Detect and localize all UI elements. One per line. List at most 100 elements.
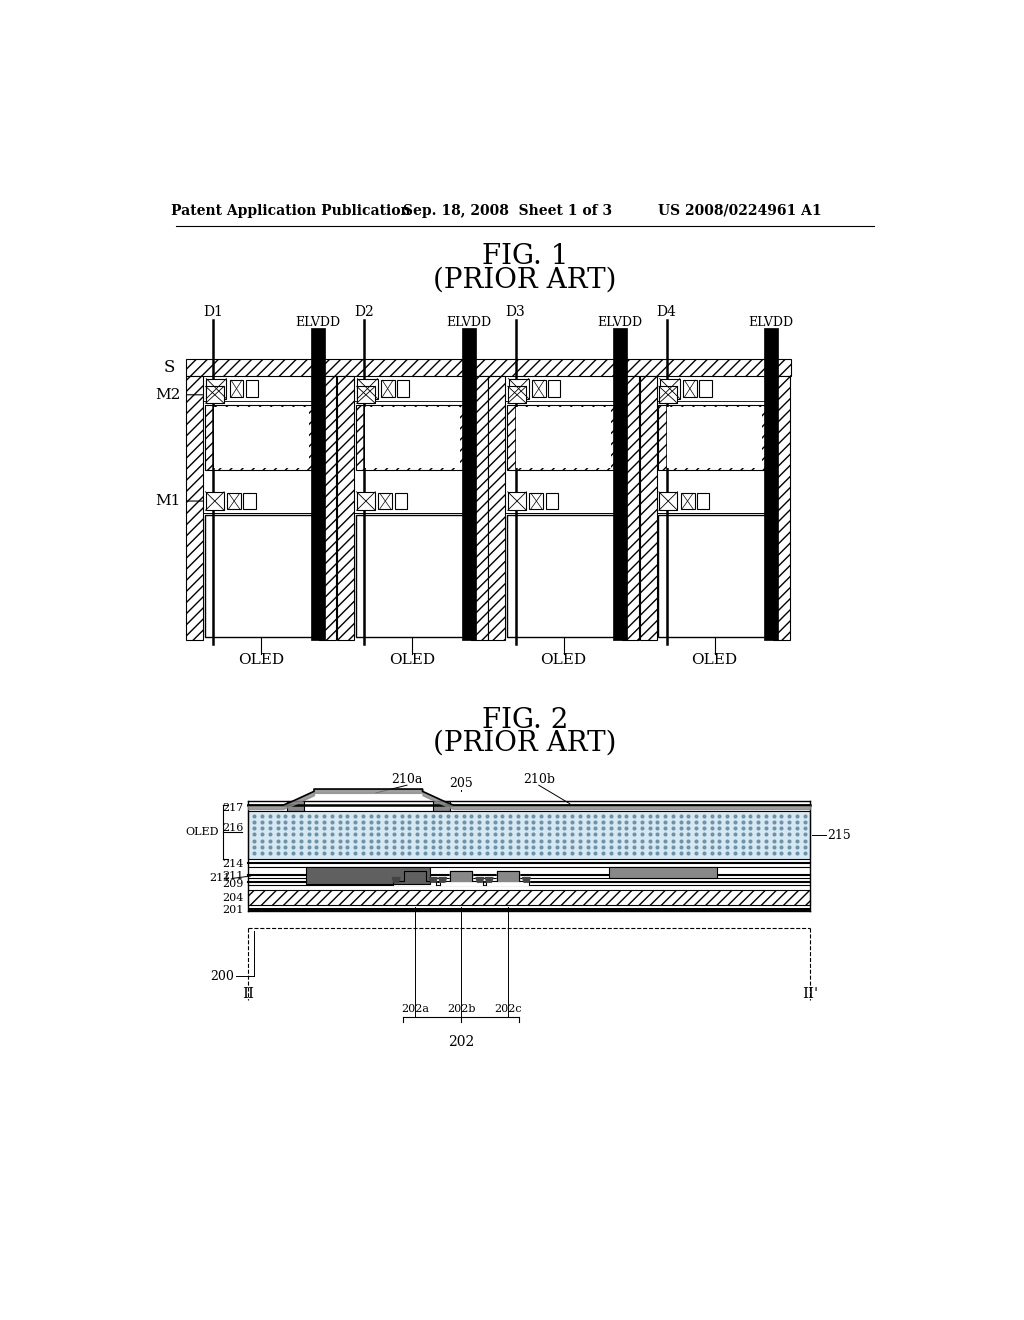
Bar xyxy=(659,379,680,399)
Bar xyxy=(622,376,639,640)
Text: 216: 216 xyxy=(222,822,244,833)
Bar xyxy=(608,867,717,878)
Polygon shape xyxy=(451,871,472,880)
Polygon shape xyxy=(497,871,518,880)
Bar xyxy=(640,376,656,640)
Polygon shape xyxy=(429,878,437,882)
Text: 202: 202 xyxy=(449,1035,474,1049)
Text: Sep. 18, 2008  Sheet 1 of 3: Sep. 18, 2008 Sheet 1 of 3 xyxy=(403,203,612,218)
Bar xyxy=(206,387,224,404)
Bar xyxy=(186,359,791,376)
Text: D3: D3 xyxy=(506,305,525,319)
Polygon shape xyxy=(392,878,400,882)
Bar xyxy=(381,380,394,397)
Bar xyxy=(516,407,611,469)
Bar xyxy=(214,407,308,469)
Text: D4: D4 xyxy=(656,305,677,319)
Bar xyxy=(337,376,354,640)
Bar xyxy=(287,800,304,812)
Bar xyxy=(356,405,469,470)
Bar xyxy=(546,494,558,508)
Text: Cst: Cst xyxy=(246,429,276,446)
Bar xyxy=(206,492,224,511)
Bar xyxy=(206,379,226,399)
Text: OLED: OLED xyxy=(239,652,285,667)
Bar xyxy=(306,867,430,884)
Bar xyxy=(658,387,678,404)
Polygon shape xyxy=(486,871,529,886)
Bar xyxy=(658,405,771,470)
Bar xyxy=(508,492,526,511)
Bar xyxy=(205,515,317,636)
Text: S: S xyxy=(164,359,175,376)
Bar xyxy=(773,376,790,640)
Bar xyxy=(205,405,317,470)
Bar xyxy=(699,380,712,397)
Text: (PRIOR ART): (PRIOR ART) xyxy=(433,267,616,293)
Text: ELVDD: ELVDD xyxy=(749,315,794,329)
Bar xyxy=(397,380,410,397)
Text: ELVDD: ELVDD xyxy=(446,315,492,329)
Bar xyxy=(507,405,621,470)
Bar xyxy=(229,380,244,397)
Text: II: II xyxy=(242,987,254,1001)
Bar xyxy=(311,327,325,640)
Bar xyxy=(462,327,476,640)
Text: 201: 201 xyxy=(222,906,244,915)
Text: II': II' xyxy=(802,987,818,1001)
Text: 215: 215 xyxy=(827,829,851,842)
Text: 217: 217 xyxy=(222,804,244,813)
Text: FIG. 1: FIG. 1 xyxy=(481,243,568,271)
Bar xyxy=(506,376,622,640)
Text: 211: 211 xyxy=(222,871,244,880)
Text: D1: D1 xyxy=(204,305,223,319)
Text: 202b: 202b xyxy=(447,1005,475,1014)
Bar xyxy=(507,515,621,636)
Text: 209: 209 xyxy=(222,879,244,888)
Bar xyxy=(356,387,375,404)
Text: 214: 214 xyxy=(222,859,244,870)
Bar xyxy=(378,494,392,508)
Text: FIG. 2: FIG. 2 xyxy=(481,708,568,734)
Text: OLED: OLED xyxy=(389,652,435,667)
Bar xyxy=(248,812,810,859)
Bar xyxy=(508,387,526,404)
Text: M1: M1 xyxy=(156,494,180,508)
Bar xyxy=(531,380,546,397)
Bar xyxy=(356,515,469,636)
Bar xyxy=(319,376,337,640)
Bar xyxy=(529,494,544,508)
Bar xyxy=(186,376,203,640)
Bar xyxy=(248,908,810,911)
Text: 210a: 210a xyxy=(391,772,423,785)
Text: 202c: 202c xyxy=(494,1005,521,1014)
Text: M2: M2 xyxy=(156,388,180,401)
Bar xyxy=(548,380,560,397)
Text: 211: 211 xyxy=(210,874,231,883)
Bar xyxy=(246,380,258,397)
Bar xyxy=(366,407,460,469)
Bar xyxy=(658,492,678,511)
Polygon shape xyxy=(438,878,446,882)
Bar xyxy=(248,890,810,906)
Text: 205: 205 xyxy=(450,777,473,791)
Polygon shape xyxy=(522,878,530,882)
Polygon shape xyxy=(476,878,483,882)
Text: ELVDD: ELVDD xyxy=(295,315,340,329)
Bar xyxy=(244,494,256,508)
Bar xyxy=(658,515,771,636)
Text: Patent Application Publication: Patent Application Publication xyxy=(171,203,411,218)
Bar xyxy=(683,380,697,397)
Text: OLED: OLED xyxy=(185,828,219,837)
Text: Cst: Cst xyxy=(397,429,427,446)
Text: OLED: OLED xyxy=(691,652,737,667)
Bar xyxy=(488,376,506,640)
Bar xyxy=(394,494,407,508)
Text: Cst: Cst xyxy=(549,429,579,446)
Bar xyxy=(764,327,778,640)
Text: 210b: 210b xyxy=(522,772,555,785)
Text: OLED: OLED xyxy=(541,652,587,667)
Bar xyxy=(681,494,694,508)
Text: ELVDD: ELVDD xyxy=(598,315,643,329)
Text: 200: 200 xyxy=(210,970,234,982)
